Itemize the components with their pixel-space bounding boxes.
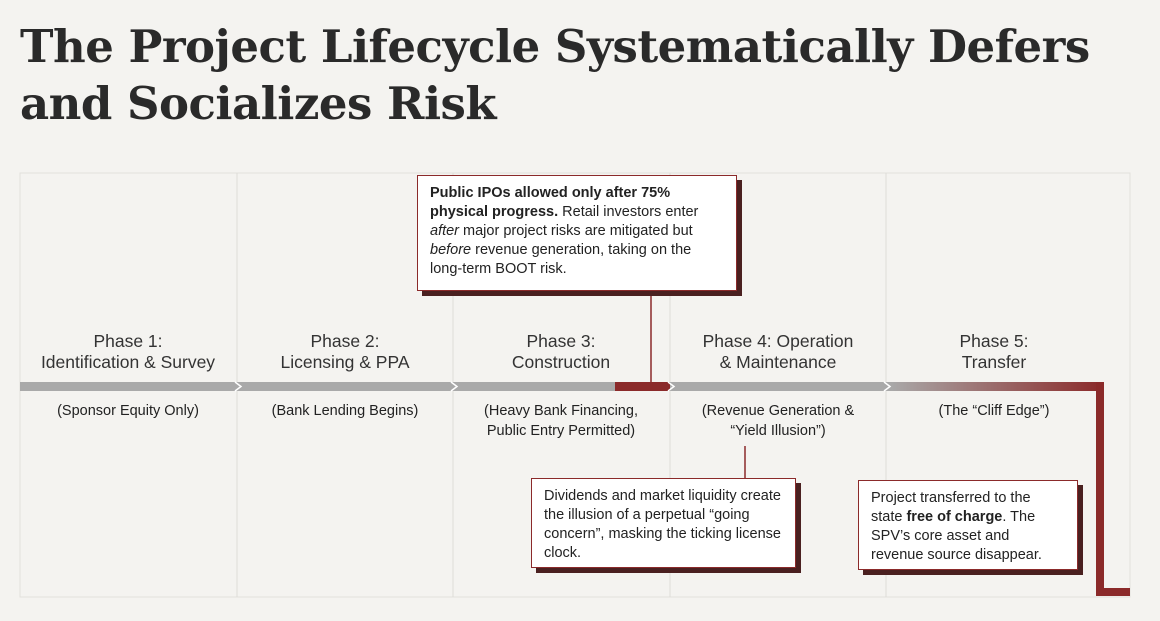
callout-text: Retail investors enter [558, 204, 699, 220]
callout-text: Dividends and market liquidity create th… [544, 488, 781, 561]
phase-funding: (Revenue Generation & “Yield Illusion”) [701, 403, 855, 439]
cliff-line [1096, 382, 1130, 596]
phase-name: Phase 4: Operation & Maintenance [702, 331, 854, 372]
phase-funding: (Heavy Bank Financing, Public Entry Perm… [484, 403, 638, 439]
phase-funding: (Sponsor Equity Only) [57, 403, 199, 419]
callout-box: Public IPOs allowed only after 75% physi… [417, 175, 737, 291]
callout-text: after [430, 223, 460, 239]
chevrons [234, 381, 892, 392]
callout-text: . The SPV’s core asset and revenue sourc… [871, 509, 1042, 563]
phase-funding: (The “Cliff Edge”) [938, 403, 1050, 419]
callout-box: Dividends and market liquidity create th… [531, 478, 796, 568]
callout-text: major project risks are mitigated but [459, 223, 693, 239]
phase-name: Phase 1: Identification & Survey [40, 331, 216, 372]
phase-name: Phase 2: Licensing & PPA [280, 331, 410, 372]
timeline-fade [890, 382, 1102, 391]
callout-text: Project transferred to the state [871, 490, 1031, 525]
phase-name: Phase 3: Construction [511, 331, 611, 372]
callout-text: revenue generation, taking on the long-t… [430, 242, 692, 277]
title: The Project Lifecycle Systematically Def… [20, 20, 1090, 130]
callout-text: before [430, 242, 472, 258]
timeline-bar [670, 382, 890, 391]
callout-text: Public IPOs allowed only after 75% physi… [430, 185, 671, 220]
timeline-bar [20, 382, 670, 391]
phase-funding: (Bank Lending Begins) [271, 403, 419, 419]
callout-text: free of charge [906, 509, 1003, 525]
callout-box: Project transferred to the state free of… [858, 480, 1078, 570]
phase-name: Phase 5: Transfer [959, 331, 1029, 372]
timeline-risk [615, 382, 670, 391]
